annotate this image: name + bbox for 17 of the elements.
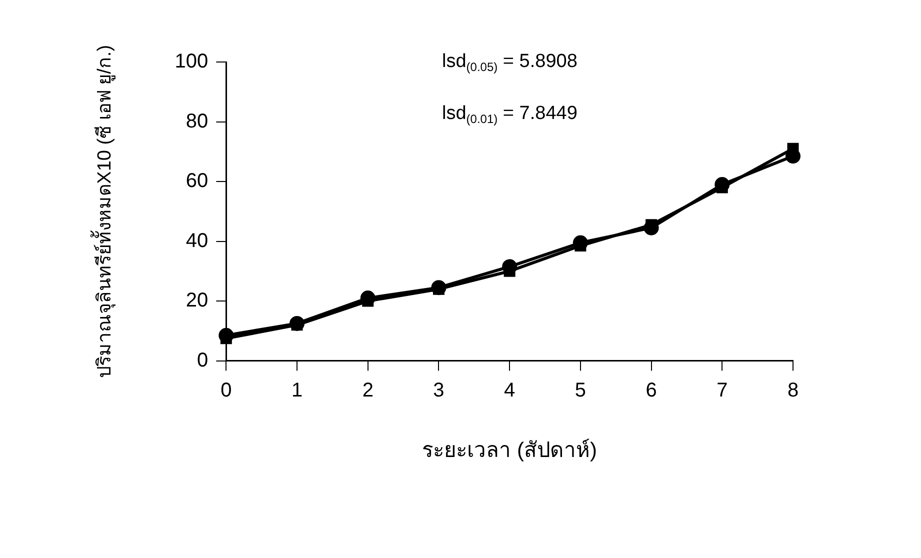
x-tick-label: 1: [291, 379, 303, 402]
x-tick-label: 6: [646, 379, 657, 402]
y-tick-label: 0: [197, 349, 208, 372]
y-tick-label: 60: [186, 170, 208, 192]
x-tick-label: 4: [504, 379, 516, 402]
y-tick-label: 80: [186, 110, 208, 132]
x-tick-label: 0: [220, 379, 232, 402]
x-tick-label: 8: [787, 379, 799, 402]
y-axis-title: ปริมาณจุลินทรีย์ทั้งหมดX10 (ซี เอฟ ยู/ก.): [90, 44, 117, 378]
x-axis-title: ระยะเวลา (สัปดาห์): [422, 438, 597, 462]
y-tick-label: 20: [186, 290, 208, 312]
x-tick-label: 3: [433, 379, 444, 402]
x-tick-label: 7: [716, 379, 728, 402]
x-tick-label: 2: [362, 379, 374, 402]
y-tick-label: 40: [186, 230, 208, 252]
y-tick-label: 100: [174, 50, 208, 73]
x-tick-label: 5: [574, 379, 586, 402]
